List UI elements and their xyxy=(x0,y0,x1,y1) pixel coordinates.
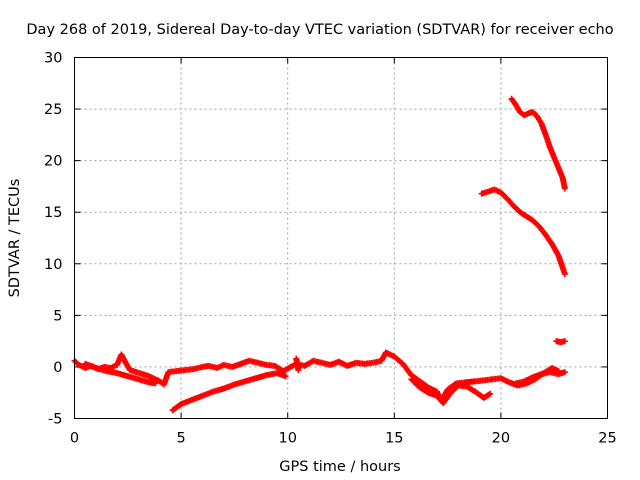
y-tick-label: 5 xyxy=(53,308,62,324)
y-tick-label: 15 xyxy=(44,205,62,221)
x-axis-label: GPS time / hours xyxy=(279,459,400,475)
data-point xyxy=(561,338,568,345)
grid-lines xyxy=(74,57,608,419)
x-tick-label: 5 xyxy=(176,431,185,447)
data-point xyxy=(561,185,568,192)
data-point xyxy=(295,367,302,374)
y-tick-label: 20 xyxy=(44,154,62,170)
x-tick-label: 20 xyxy=(492,431,510,447)
y-axis-label: SDTVAR / TECUs xyxy=(7,179,23,298)
x-tick-label: 0 xyxy=(70,431,79,447)
y-tick-label: 30 xyxy=(44,51,62,67)
data-point xyxy=(282,373,289,380)
plot-frame xyxy=(74,57,608,419)
data-point xyxy=(152,380,159,387)
y-tick-label: 10 xyxy=(44,257,62,273)
x-tick-label: 25 xyxy=(598,431,616,447)
series-isolated xyxy=(293,338,568,374)
data-point xyxy=(487,390,494,397)
series-lower-branch xyxy=(82,360,159,387)
data-points xyxy=(71,95,568,414)
series-high-arc xyxy=(478,186,568,278)
series-top-arc xyxy=(508,95,568,192)
series-mid-dip xyxy=(408,376,494,407)
x-tick-label: 15 xyxy=(385,431,403,447)
y-tick-label: 0 xyxy=(53,360,62,376)
y-tick-label: -5 xyxy=(48,412,62,428)
data-point xyxy=(561,271,568,278)
series-late-upper xyxy=(512,369,568,387)
data-point xyxy=(561,369,568,376)
series-lower-ramp xyxy=(169,370,289,414)
x-tick-label: 10 xyxy=(278,431,296,447)
y-tick-label: 25 xyxy=(44,102,62,118)
chart-title: Day 268 of 2019, Sidereal Day-to-day VTE… xyxy=(26,22,613,38)
